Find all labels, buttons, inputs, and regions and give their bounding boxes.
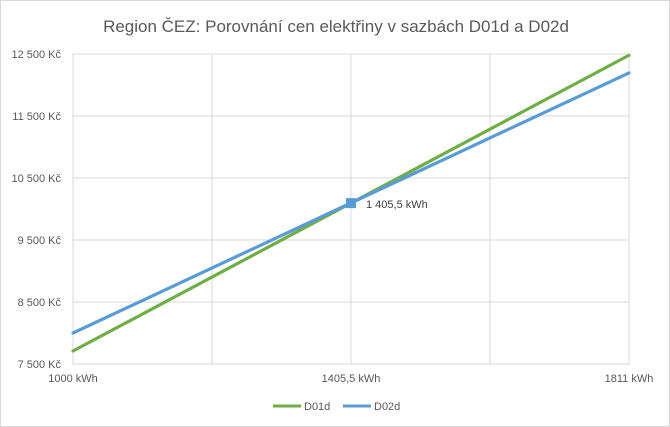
y-tick-label: 8 500 Kč (18, 297, 62, 309)
x-tick-label: 1811 kWh (605, 373, 654, 385)
x-tick-label: 1000 kWh (48, 373, 98, 385)
chart-title: Region ČEZ: Porovnání cen elektřiny v sa… (103, 17, 569, 36)
y-tick-label: 12 500 Kč (11, 49, 61, 61)
y-tick-label: 10 500 Kč (11, 173, 61, 185)
intersection-label: 1 405,5 kWh (366, 199, 428, 211)
intersection-marker (346, 198, 356, 209)
legend-label-d02d: D02d (374, 401, 400, 413)
x-tick-label: 1405,5 kWh (322, 373, 381, 385)
y-tick-label: 9 500 Kč (18, 235, 62, 247)
y-tick-label: 11 500 Kč (12, 111, 61, 123)
y-tick-label: 7 500 Kč (18, 359, 62, 371)
legend-label-d01d: D01d (304, 401, 330, 413)
